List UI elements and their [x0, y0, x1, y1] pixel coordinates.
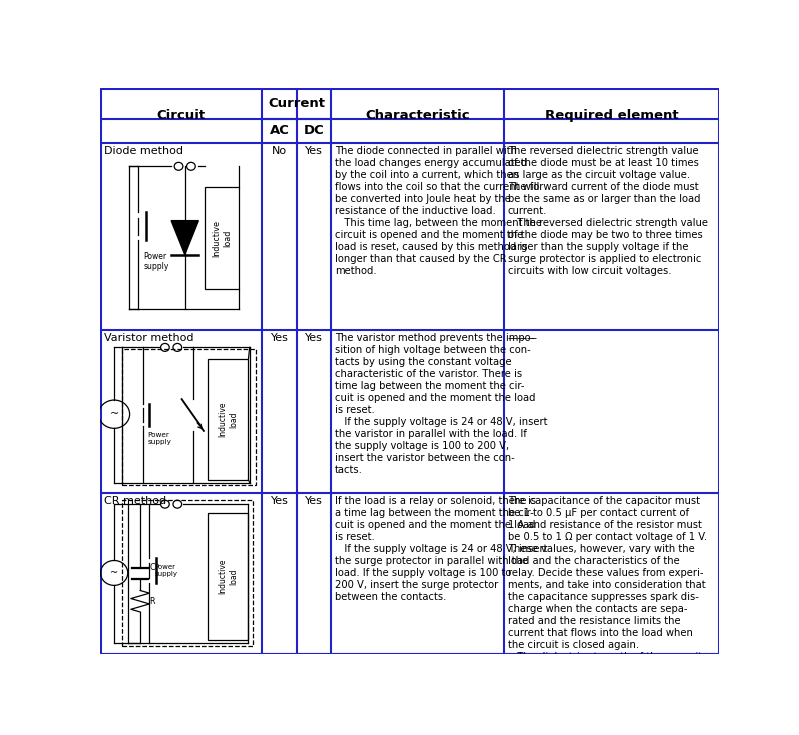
Text: Inductive
load: Inductive load — [213, 220, 232, 257]
Text: CR method: CR method — [104, 496, 165, 506]
Text: ~: ~ — [110, 568, 118, 578]
Text: The reversed dielectric strength value
of the diode must be at least 10 times
as: The reversed dielectric strength value o… — [508, 146, 708, 276]
Text: Yes: Yes — [271, 333, 288, 343]
Text: The capacitance of the capacitor must
be 1 to 0.5 μF per contact current of
1 A : The capacitance of the capacitor must be… — [508, 496, 712, 698]
Text: ~: ~ — [109, 409, 119, 419]
Polygon shape — [171, 220, 198, 254]
Text: C: C — [149, 563, 155, 573]
Text: Characteristic: Characteristic — [365, 109, 470, 122]
Text: DC: DC — [304, 124, 324, 137]
Bar — [209, 513, 248, 640]
Bar — [121, 348, 256, 486]
Text: The diode connected in parallel with
the load changes energy accumulated
by the : The diode connected in parallel with the… — [336, 146, 543, 276]
Text: No: No — [272, 146, 287, 156]
Text: Power
supply: Power supply — [148, 432, 172, 445]
Text: Yes: Yes — [305, 333, 323, 343]
Bar — [205, 187, 239, 289]
Text: ———: ——— — [508, 333, 538, 343]
Bar — [209, 359, 248, 480]
Text: Yes: Yes — [271, 496, 288, 506]
Text: Diode method: Diode method — [104, 146, 183, 156]
Text: Varistor method: Varistor method — [104, 333, 193, 343]
Text: Power
supply: Power supply — [143, 252, 169, 271]
Text: AC: AC — [269, 124, 289, 137]
Text: Required element: Required element — [545, 109, 678, 122]
Text: Yes: Yes — [305, 496, 323, 506]
Text: R: R — [149, 597, 155, 606]
Text: Current: Current — [268, 97, 325, 110]
Bar — [121, 501, 252, 645]
Text: Circuit: Circuit — [157, 109, 205, 122]
Text: Yes: Yes — [305, 146, 323, 156]
Text: Power
supply: Power supply — [154, 564, 177, 577]
Text: Inductive
load: Inductive load — [219, 559, 238, 594]
Text: The varistor method prevents the impo-
sition of high voltage between the con-
t: The varistor method prevents the impo- s… — [336, 333, 547, 476]
Text: Inductive
load: Inductive load — [219, 401, 238, 437]
Text: If the load is a relay or solenoid, there is
a time lag between the moment the c: If the load is a relay or solenoid, ther… — [336, 496, 547, 602]
